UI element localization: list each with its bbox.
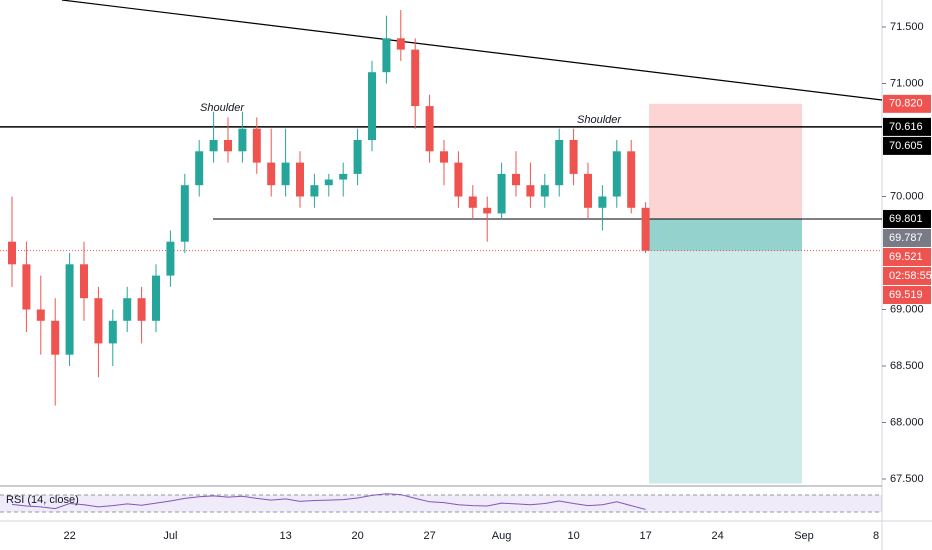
price-tag-label: 69.801 [889, 213, 923, 225]
candle-body [512, 173, 520, 186]
price-tag-label: 70.820 [889, 98, 923, 110]
x-tick-label: 22 [63, 530, 75, 542]
y-tick-label: 68.500 [890, 360, 924, 372]
open-pnl-zone [649, 218, 802, 251]
candle-body [51, 320, 60, 355]
price-tag [883, 136, 931, 155]
candle-body [612, 151, 621, 197]
price-tag-label: 02:58:55 [889, 270, 932, 282]
x-tick-label: 8 [873, 530, 879, 542]
annotation: Shoulder [577, 114, 622, 126]
candle-body [540, 185, 549, 197]
candle-body [339, 173, 348, 180]
price-tag [883, 285, 931, 304]
x-tick-label: 24 [711, 530, 723, 542]
candle-body [353, 140, 362, 174]
candle-body [108, 320, 117, 344]
y-tick-label: 70.000 [890, 190, 924, 202]
trendline [61, 0, 883, 101]
y-tick-label: 71.000 [890, 77, 924, 89]
rsi-band [0, 495, 882, 512]
price-tag [883, 117, 931, 136]
candle-body [166, 241, 175, 276]
candle-body [411, 49, 420, 107]
candle-body [382, 38, 391, 73]
price-tag-label: 70.616 [889, 121, 923, 133]
price-tag [883, 266, 931, 285]
x-tick-label: Aug [492, 530, 512, 542]
x-tick-label: 20 [351, 530, 363, 542]
candle-body [483, 207, 492, 214]
candle-body [80, 264, 88, 299]
candle-body [65, 264, 74, 355]
price-tag-label: 69.519 [889, 289, 923, 301]
y-tick-label: 67.500 [890, 473, 924, 485]
candle-body [396, 38, 405, 50]
candle-body [425, 106, 434, 152]
candle-body [224, 140, 232, 152]
price-tag-label: 70.605 [889, 140, 923, 152]
x-tick-label: Jul [163, 530, 177, 542]
price-tag-label: 69.787 [889, 232, 923, 244]
candle-body [569, 140, 578, 174]
candle-body [36, 309, 45, 321]
candle-body [267, 162, 276, 186]
x-tick-label: 17 [639, 530, 651, 542]
price-tag [883, 94, 931, 113]
x-tick-label: 27 [423, 530, 435, 542]
candle-body [123, 298, 132, 321]
candle-body [368, 72, 376, 140]
y-tick-label: 71.500 [890, 21, 924, 33]
candle-body [137, 298, 146, 321]
candle-body [152, 275, 160, 321]
candle-body [497, 173, 506, 214]
candle-body [598, 196, 607, 208]
y-tick-label: 69.000 [890, 303, 924, 315]
candle-body [94, 298, 103, 344]
x-tick-label: 13 [279, 530, 291, 542]
candle-body [555, 140, 564, 186]
stop-zone [649, 103, 802, 219]
candle-body [641, 207, 650, 251]
price-tag [883, 228, 931, 247]
candle-body [454, 162, 463, 197]
candle-body [310, 185, 319, 197]
candle-body [281, 162, 290, 186]
price-tag [883, 209, 931, 228]
annotation: Shoulder [200, 102, 245, 114]
candle-body [440, 151, 448, 163]
candle-body [22, 264, 31, 310]
candle-body [8, 241, 16, 265]
candle-body [180, 185, 189, 242]
target-zone [649, 218, 802, 484]
candle-body [209, 140, 218, 152]
candle-body [324, 179, 333, 186]
rsi-line [11, 493, 646, 510]
candle-body [238, 128, 247, 152]
y-tick-label: 68.000 [890, 416, 924, 428]
candle-body [584, 173, 592, 208]
candle-body [252, 128, 261, 163]
candle-body [296, 162, 304, 197]
candle-body [627, 151, 636, 208]
candle-body [526, 185, 535, 197]
price-tag [883, 247, 931, 266]
rsi-label: RSI (14, close) [6, 494, 79, 506]
x-tick-label: 10 [567, 530, 579, 542]
candle-body [195, 151, 204, 186]
x-tick-label: Sep [794, 530, 814, 542]
candle-body [468, 196, 477, 208]
price-tag-label: 69.521 [889, 251, 923, 263]
